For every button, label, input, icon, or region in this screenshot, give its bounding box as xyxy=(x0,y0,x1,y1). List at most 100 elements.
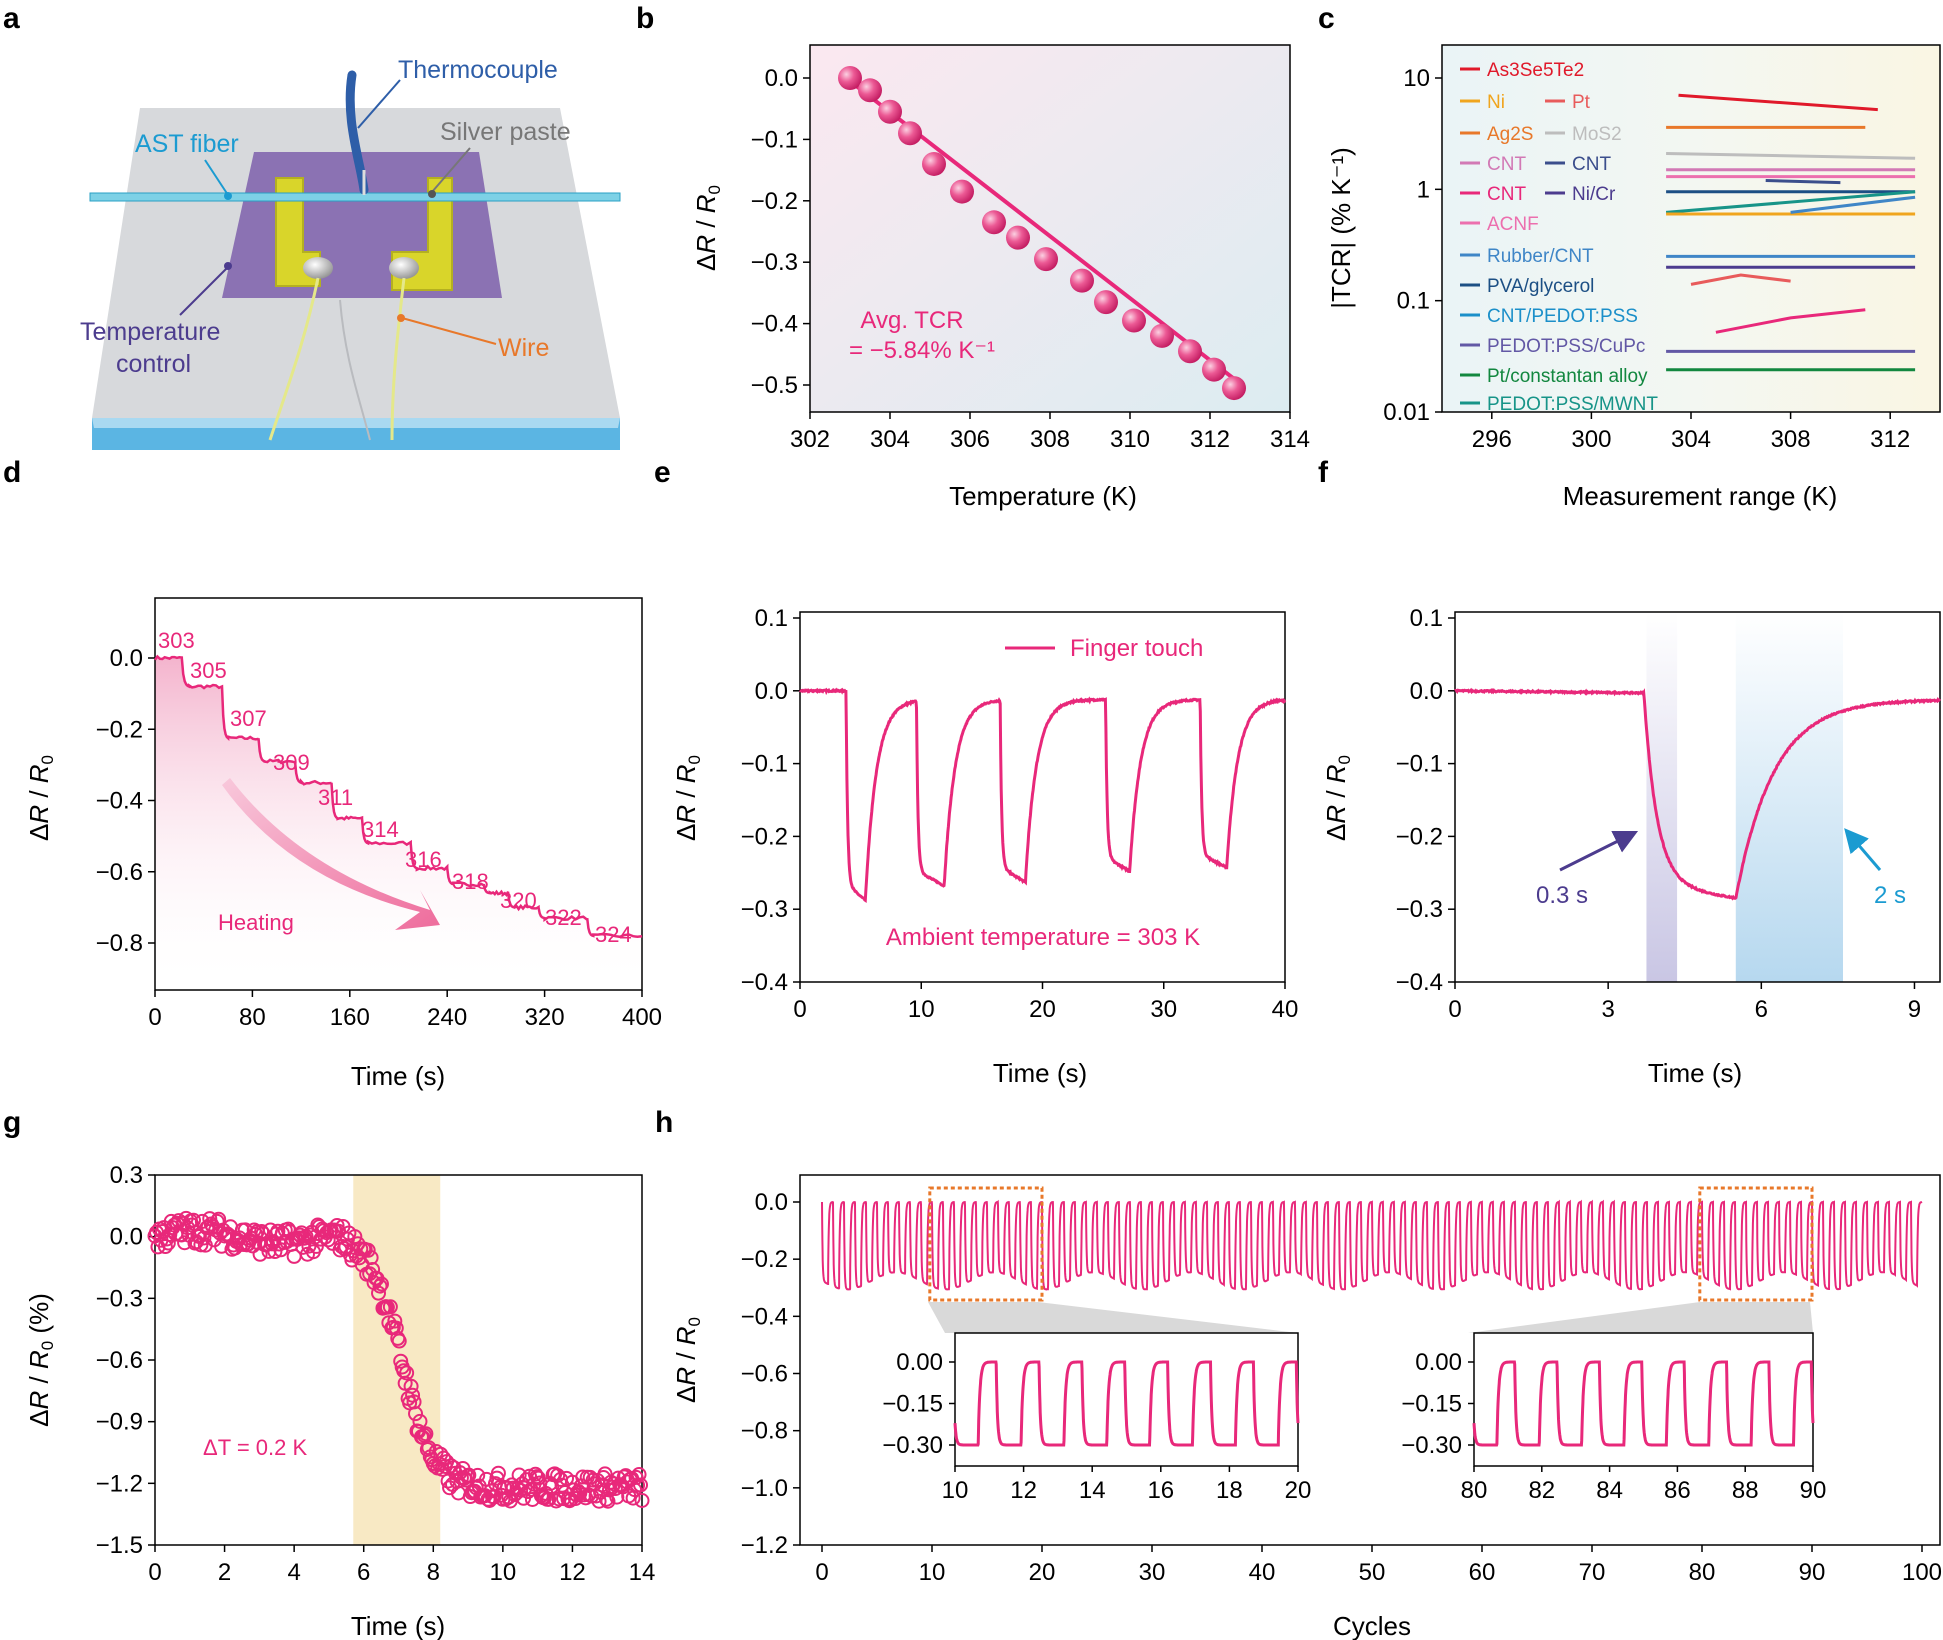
y-tick-label: −0.6 xyxy=(96,1347,143,1374)
y-tick-label: −0.4 xyxy=(751,311,798,338)
chart-f-response-time: 0 3 6 9 0.1 0.0 −0.1 −0.2 −0.3 −0.4 0.3 s 2 s Time (… xyxy=(1321,605,1942,1088)
chart-d-heating-steps: 0 80 160 240 320 400 0.0 −0.2 −0.4 −0.6 −0.8 303 305… xyxy=(24,597,662,1091)
data-point xyxy=(1006,225,1030,250)
data-point xyxy=(316,1223,332,1239)
zoom-box-right xyxy=(1698,1186,1814,1302)
x-tick-label: 312 xyxy=(1870,426,1910,453)
data-point xyxy=(440,1473,456,1489)
y-tick-label: −0.9 xyxy=(96,1409,143,1436)
legend-label: Rubber/CNT xyxy=(1487,246,1594,267)
chart-h-cycles: 0 10 20 30 40 50 60 70 80 90 100 0.0 −0.2 −0.4 −0.6 −0.… xyxy=(671,1174,1942,1640)
x-tick-label: 400 xyxy=(622,1004,662,1031)
data-point xyxy=(511,1467,527,1483)
y-tick-label: −0.6 xyxy=(96,859,143,886)
y-tick-label: −0.3 xyxy=(751,249,798,276)
annotation-rise-time: 2 s xyxy=(1874,882,1906,909)
y-tick-label: 0.0 xyxy=(110,645,143,672)
chart-b-tcr-scatter: 302 304 306 308 310 312 314 0.0 −0.1 −0.2 −0.3 −0.4… xyxy=(691,44,1310,511)
y-tick-label: −0.8 xyxy=(741,1418,788,1445)
inset-x-tick-label: 86 xyxy=(1664,1477,1691,1504)
data-point xyxy=(391,1333,407,1349)
data-point xyxy=(405,1387,421,1403)
y-tick-label: −0.3 xyxy=(1396,896,1443,923)
y-axis-label: ΔR / R0 xyxy=(1321,755,1354,841)
data-point xyxy=(898,121,922,146)
panel-letter-g: g xyxy=(3,1106,21,1139)
data-point xyxy=(1094,290,1118,315)
data-point xyxy=(399,1365,415,1381)
annotation-delta-t: ΔT = 0.2 K xyxy=(203,1435,308,1460)
panel-letter-f: f xyxy=(1318,456,1329,489)
label-wire: Wire xyxy=(498,334,549,362)
device-illustration: Thermocouple AST fiber Silver paste Temp… xyxy=(80,56,621,450)
silver-dome-right xyxy=(389,257,419,279)
data-point xyxy=(598,1491,614,1507)
x-tick-label: 9 xyxy=(1908,996,1921,1023)
x-tick-label: 2 xyxy=(218,1559,231,1586)
y-tick-label: −0.2 xyxy=(741,823,788,850)
x-tick-label: 100 xyxy=(1902,1559,1942,1586)
y-tick-label: 0.0 xyxy=(110,1224,143,1251)
x-tick-label: 302 xyxy=(790,426,830,453)
y-axis-label: ΔR / R0 xyxy=(691,185,724,271)
chart-g-resolution: 0 2 4 6 8 10 12 14 0.3 0.0 −0.3 −0.6 −0.9 −1.2 −1.5 ΔT … xyxy=(24,1162,655,1640)
y-tick-label: −1.5 xyxy=(96,1532,143,1559)
plot-frame xyxy=(154,597,643,991)
x-tick-label: 0 xyxy=(148,1004,161,1031)
panel-letter-h: h xyxy=(655,1106,673,1139)
data-point xyxy=(633,1477,649,1493)
data-point xyxy=(150,1239,166,1255)
x-tick-label: 10 xyxy=(490,1559,517,1586)
x-tick-label: 0 xyxy=(793,996,806,1023)
zoom-wedge-right xyxy=(1468,1302,1813,1333)
data-point xyxy=(594,1477,610,1493)
x-tick-label: 296 xyxy=(1472,426,1512,453)
data-line xyxy=(1765,179,1841,185)
y-tick-label: −0.1 xyxy=(751,126,798,153)
x-axis-label: Temperature (K) xyxy=(949,481,1137,511)
y-axis-label: ΔR / R0 (%) xyxy=(24,1293,57,1427)
data-point xyxy=(347,1229,363,1245)
y-tick-label: 0.3 xyxy=(110,1162,143,1189)
x-tick-label: 0 xyxy=(148,1559,161,1586)
data-point xyxy=(878,99,902,124)
data-point xyxy=(177,1235,193,1251)
annotation-ambient: Ambient temperature = 303 K xyxy=(886,924,1200,951)
x-tick-label: 6 xyxy=(1755,996,1768,1023)
legend-label: Pt/constantan alloy xyxy=(1487,366,1648,387)
data-point xyxy=(625,1490,641,1506)
x-tick-label: 0 xyxy=(815,1559,828,1586)
annotation-heating: Heating xyxy=(218,910,294,935)
data-point xyxy=(267,1244,283,1260)
label-silver-paste: Silver paste xyxy=(440,118,571,146)
inset-y-tick-label: −0.15 xyxy=(882,1391,943,1418)
data-point xyxy=(634,1492,650,1508)
x-axis-label: Cycles xyxy=(1333,1611,1411,1640)
x-tick-label: 6 xyxy=(357,1559,370,1586)
data-line xyxy=(1665,190,1916,214)
inset-left-line xyxy=(953,1360,1300,1447)
panel-letter-d: d xyxy=(3,456,21,489)
y-tick-label: −0.4 xyxy=(96,788,143,815)
inset-x-tick-label: 12 xyxy=(1010,1477,1037,1504)
data-point xyxy=(628,1469,644,1485)
y-tick-label: −0.2 xyxy=(1396,823,1443,850)
data-point xyxy=(193,1237,209,1253)
rise-time-shade xyxy=(1735,612,1843,982)
data-point xyxy=(382,1299,398,1315)
step-label: 316 xyxy=(405,847,442,872)
substrate-edge-light xyxy=(92,418,620,428)
y-tick-label: 0.0 xyxy=(765,65,798,92)
x-tick-label: 8 xyxy=(427,1559,440,1586)
x-axis-label: Measurement range (K) xyxy=(1563,481,1838,511)
step-label: 309 xyxy=(273,750,310,775)
data-point xyxy=(1070,268,1094,293)
x-tick-label: 4 xyxy=(287,1559,300,1586)
data-point xyxy=(982,210,1006,235)
y-tick-label: −0.4 xyxy=(741,1303,788,1330)
x-tick-label: 40 xyxy=(1272,996,1299,1023)
data-point xyxy=(1034,247,1058,272)
annotation-tcr-value: = −5.84% K⁻¹ xyxy=(849,337,995,364)
data-point xyxy=(403,1378,419,1394)
data-line xyxy=(821,1199,1923,1291)
